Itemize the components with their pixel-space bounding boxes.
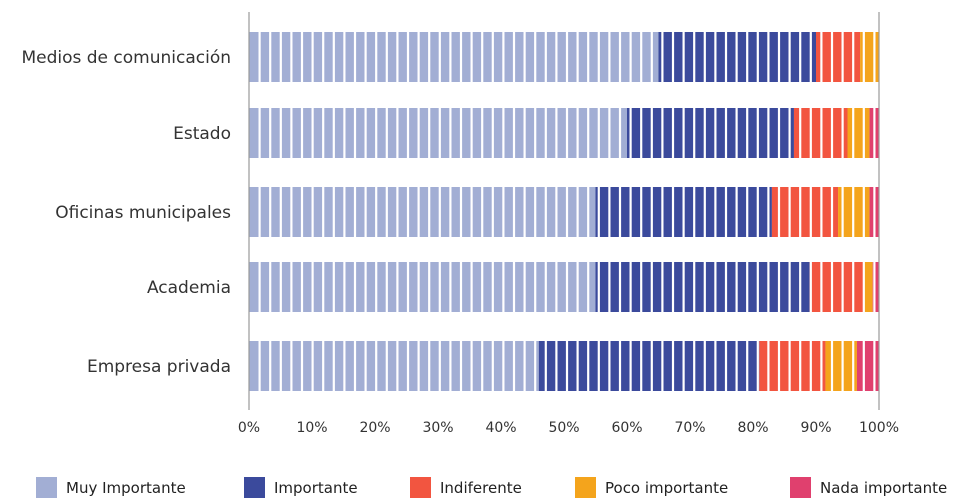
bar-segment-fill xyxy=(627,108,794,158)
category-label: Estado xyxy=(173,124,231,144)
bar-segment xyxy=(759,341,826,391)
bar-segment-fill xyxy=(847,108,870,158)
bar-segment xyxy=(856,341,879,391)
bar-segment-fill xyxy=(595,262,810,312)
bar-segment-fill xyxy=(863,262,873,312)
bar-segment-fill xyxy=(825,341,857,391)
bar-segment-fill xyxy=(856,341,879,391)
bar-segment xyxy=(838,187,870,237)
bar-segment xyxy=(771,187,839,237)
bar-segment xyxy=(872,262,879,312)
legend-item: Poco importante xyxy=(575,477,728,498)
legend-swatch xyxy=(790,477,811,498)
legend-label: Indiferente xyxy=(440,479,522,497)
bar-segment xyxy=(249,108,627,158)
bar-segment xyxy=(538,341,760,391)
bar-segment xyxy=(249,32,659,82)
bar-segment xyxy=(658,32,816,82)
bar-segment xyxy=(860,32,879,82)
x-tick-label: 100% xyxy=(859,420,899,436)
x-axis-tick-labels: 0% 10% 20% 30% 40% 50% 60% 70% 80% 90% 100% xyxy=(238,420,899,436)
bar-segment-fill xyxy=(538,341,760,391)
bars-layer xyxy=(249,32,879,391)
bar-segment xyxy=(249,262,596,312)
bar-segment-fill xyxy=(759,341,826,391)
legend-item: Nada importante xyxy=(790,477,947,498)
bar-segment xyxy=(249,341,539,391)
legend-item: Importante xyxy=(244,477,358,498)
x-tick-label: 60% xyxy=(611,420,642,436)
x-tick-label: 90% xyxy=(800,420,831,436)
bar-segment xyxy=(869,187,879,237)
bar-segment xyxy=(869,108,879,158)
bar-segment-fill xyxy=(249,341,539,391)
x-tick-label: 80% xyxy=(737,420,768,436)
x-tick-label: 40% xyxy=(485,420,516,436)
bar-segment-fill xyxy=(249,108,627,158)
x-tick-label: 30% xyxy=(422,420,453,436)
bar-segment xyxy=(809,262,864,312)
bar-segment xyxy=(825,341,857,391)
legend-label: Muy Importante xyxy=(66,479,186,497)
x-tick-label: 10% xyxy=(296,420,327,436)
legend-swatch xyxy=(410,477,431,498)
category-label: Oficinas municipales xyxy=(55,203,231,223)
legend: Muy Importante Importante Indiferente Poco … xyxy=(36,477,947,498)
bar-segment xyxy=(862,262,873,312)
bar-segment xyxy=(847,108,870,158)
bar-segment xyxy=(816,32,861,82)
x-tick-label: 20% xyxy=(359,420,390,436)
axis-layer xyxy=(248,12,880,410)
legend-item: Muy Importante xyxy=(36,477,186,498)
legend-swatch xyxy=(244,477,265,498)
bar-segment-fill xyxy=(249,187,596,237)
bar-segment-fill xyxy=(249,262,596,312)
x-tick-label: 0% xyxy=(238,420,260,436)
bar-segment-fill xyxy=(249,32,659,82)
bar-segment-fill xyxy=(872,262,879,312)
x-tick-label: 50% xyxy=(548,420,579,436)
category-labels: Medios de comunicación Estado Oficinas mun… xyxy=(21,48,231,377)
x-tick-label: 70% xyxy=(674,420,705,436)
legend-label: Importante xyxy=(274,479,358,497)
category-label: Medios de comunicación xyxy=(21,48,231,68)
category-label: Academia xyxy=(147,278,231,298)
category-label: Empresa privada xyxy=(87,357,231,377)
legend-item: Indiferente xyxy=(410,477,522,498)
bar-segment xyxy=(793,108,848,158)
bar-segment-fill xyxy=(809,262,864,312)
bar-segment xyxy=(627,108,794,158)
bar-segment xyxy=(595,187,772,237)
bar-segment xyxy=(249,187,596,237)
legend-swatch xyxy=(36,477,57,498)
bar-segment xyxy=(595,262,810,312)
legend-swatch xyxy=(575,477,596,498)
bar-segment-fill xyxy=(771,187,839,237)
legend-label: Nada importante xyxy=(820,479,947,497)
legend-label: Poco importante xyxy=(605,479,728,497)
